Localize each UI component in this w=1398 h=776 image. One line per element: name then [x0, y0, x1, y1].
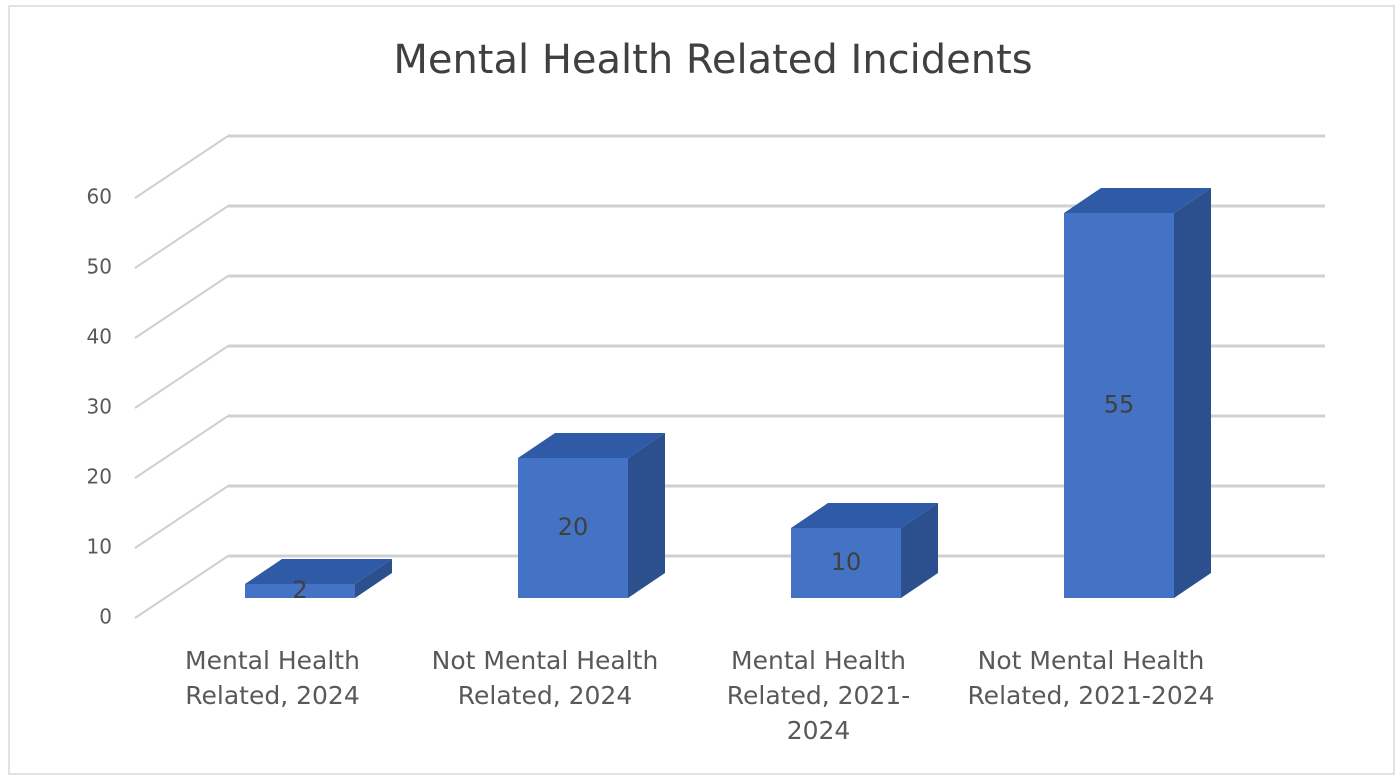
bar-side [628, 433, 665, 598]
y-tick-label: 40 [87, 325, 112, 349]
bar-side [355, 559, 392, 598]
side-grid-line [134, 205, 229, 269]
chart-title: Mental Health Related Incidents [393, 37, 1032, 83]
y-tick-label: 30 [87, 395, 112, 419]
side-grid-line [134, 275, 229, 339]
data-label: 2 [292, 576, 307, 604]
bar-top [518, 433, 665, 458]
bar [1064, 213, 1174, 598]
y-tick-label: 60 [87, 185, 112, 209]
x-tick-label: Mental Health Related, 2021-2024 [726, 646, 911, 745]
bar [245, 584, 355, 598]
bar-side [901, 503, 938, 598]
data-label: 55 [1104, 391, 1135, 419]
side-grid-line [134, 135, 229, 199]
y-tick-label: 0 [99, 605, 112, 629]
side-grid-line [134, 485, 229, 549]
x-tick-label: Mental Health Related, 2024 [185, 646, 360, 710]
data-label: 10 [831, 548, 862, 576]
side-grid-line [134, 555, 229, 619]
side-grid-line [134, 345, 229, 409]
bar-top [1064, 188, 1211, 213]
side-grid-line [134, 415, 229, 479]
y-tick-label: 20 [87, 465, 112, 489]
bar-side [1174, 188, 1211, 598]
bar-top [245, 559, 392, 584]
y-tick-label: 10 [87, 535, 112, 559]
y-tick-label: 50 [87, 255, 112, 279]
data-label: 20 [558, 513, 589, 541]
bar-top [791, 503, 938, 528]
x-tick-label: Not Mental Health Related, 2024 [431, 646, 659, 710]
bar [518, 458, 628, 598]
bar [791, 528, 901, 598]
x-tick-label: Not Mental Health Related, 2021-2024 [967, 646, 1215, 710]
